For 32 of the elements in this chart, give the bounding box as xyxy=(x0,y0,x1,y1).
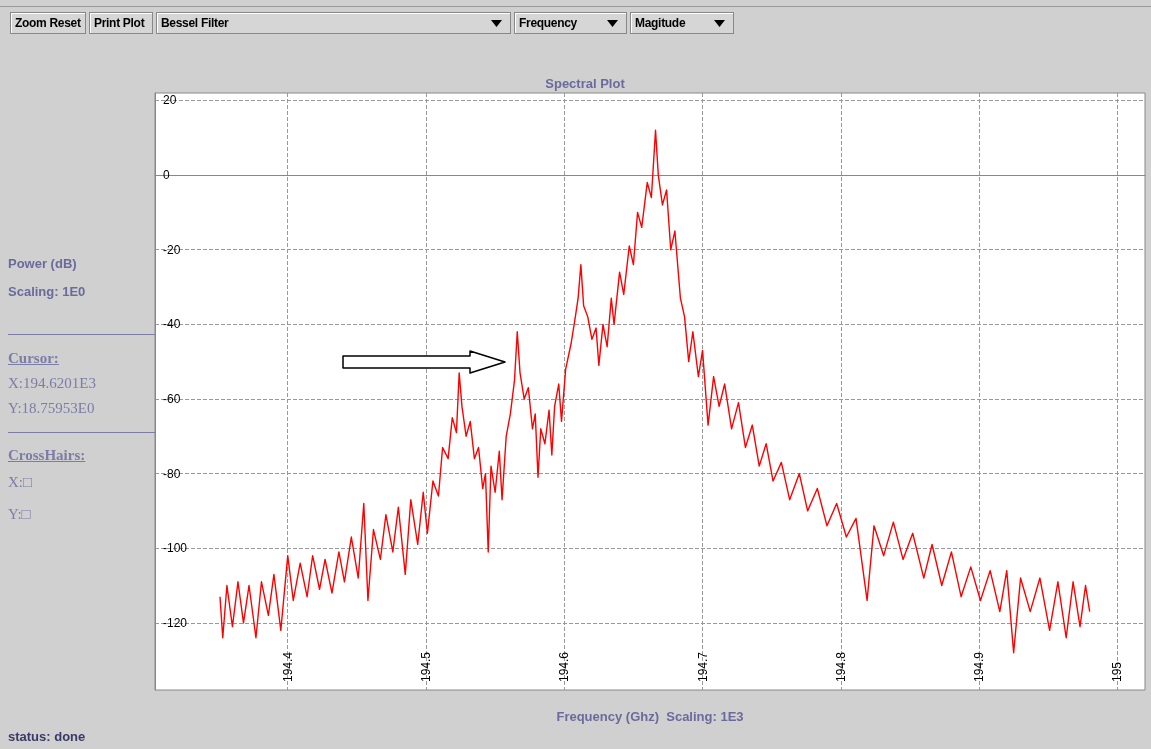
x-tick-label: 194.6 xyxy=(557,651,572,682)
text: Power (dB) xyxy=(8,256,77,271)
chart-title: Spectral Plot xyxy=(545,76,626,91)
text: X:194.6201E3 xyxy=(8,375,96,392)
text: Cursor: xyxy=(8,350,59,367)
x-tick-label: 194.5 xyxy=(419,651,434,682)
text: Zoom Reset xyxy=(10,12,86,34)
text: Y:□ xyxy=(8,506,31,523)
text: Frequency xyxy=(519,16,577,30)
text: Bessel Filter xyxy=(161,16,229,30)
x-tick-label: 194.4 xyxy=(280,651,295,682)
text: Print Plot xyxy=(89,12,153,34)
text: Y:18.75953E0 xyxy=(8,400,95,417)
x-tick-label: 194.8 xyxy=(833,651,848,682)
line-series xyxy=(219,129,1091,654)
y-tick-label: -100 xyxy=(163,541,188,556)
x-tick-label: 194.7 xyxy=(695,651,710,682)
y-tick-label: -40 xyxy=(163,317,181,332)
y-tick-label: -120 xyxy=(163,615,188,630)
x-tick-label: 194.9 xyxy=(972,651,987,682)
text: Scaling: 1E0 xyxy=(8,284,86,299)
text: status: done xyxy=(8,729,86,744)
x-tick-label: 195 xyxy=(1110,661,1125,682)
y-tick-label: -80 xyxy=(163,466,181,481)
y-tick-label: 20 xyxy=(163,93,177,108)
y-tick-label: 0 xyxy=(163,168,170,183)
text: X:□ xyxy=(8,474,33,491)
y-tick-label: -20 xyxy=(163,242,181,257)
y-tick-label: -60 xyxy=(163,391,181,406)
text: CrossHairs: xyxy=(8,447,86,464)
x-axis-title: Frequency (Ghz) Scaling: 1E3 xyxy=(556,709,744,724)
text: Magitude xyxy=(635,16,686,30)
